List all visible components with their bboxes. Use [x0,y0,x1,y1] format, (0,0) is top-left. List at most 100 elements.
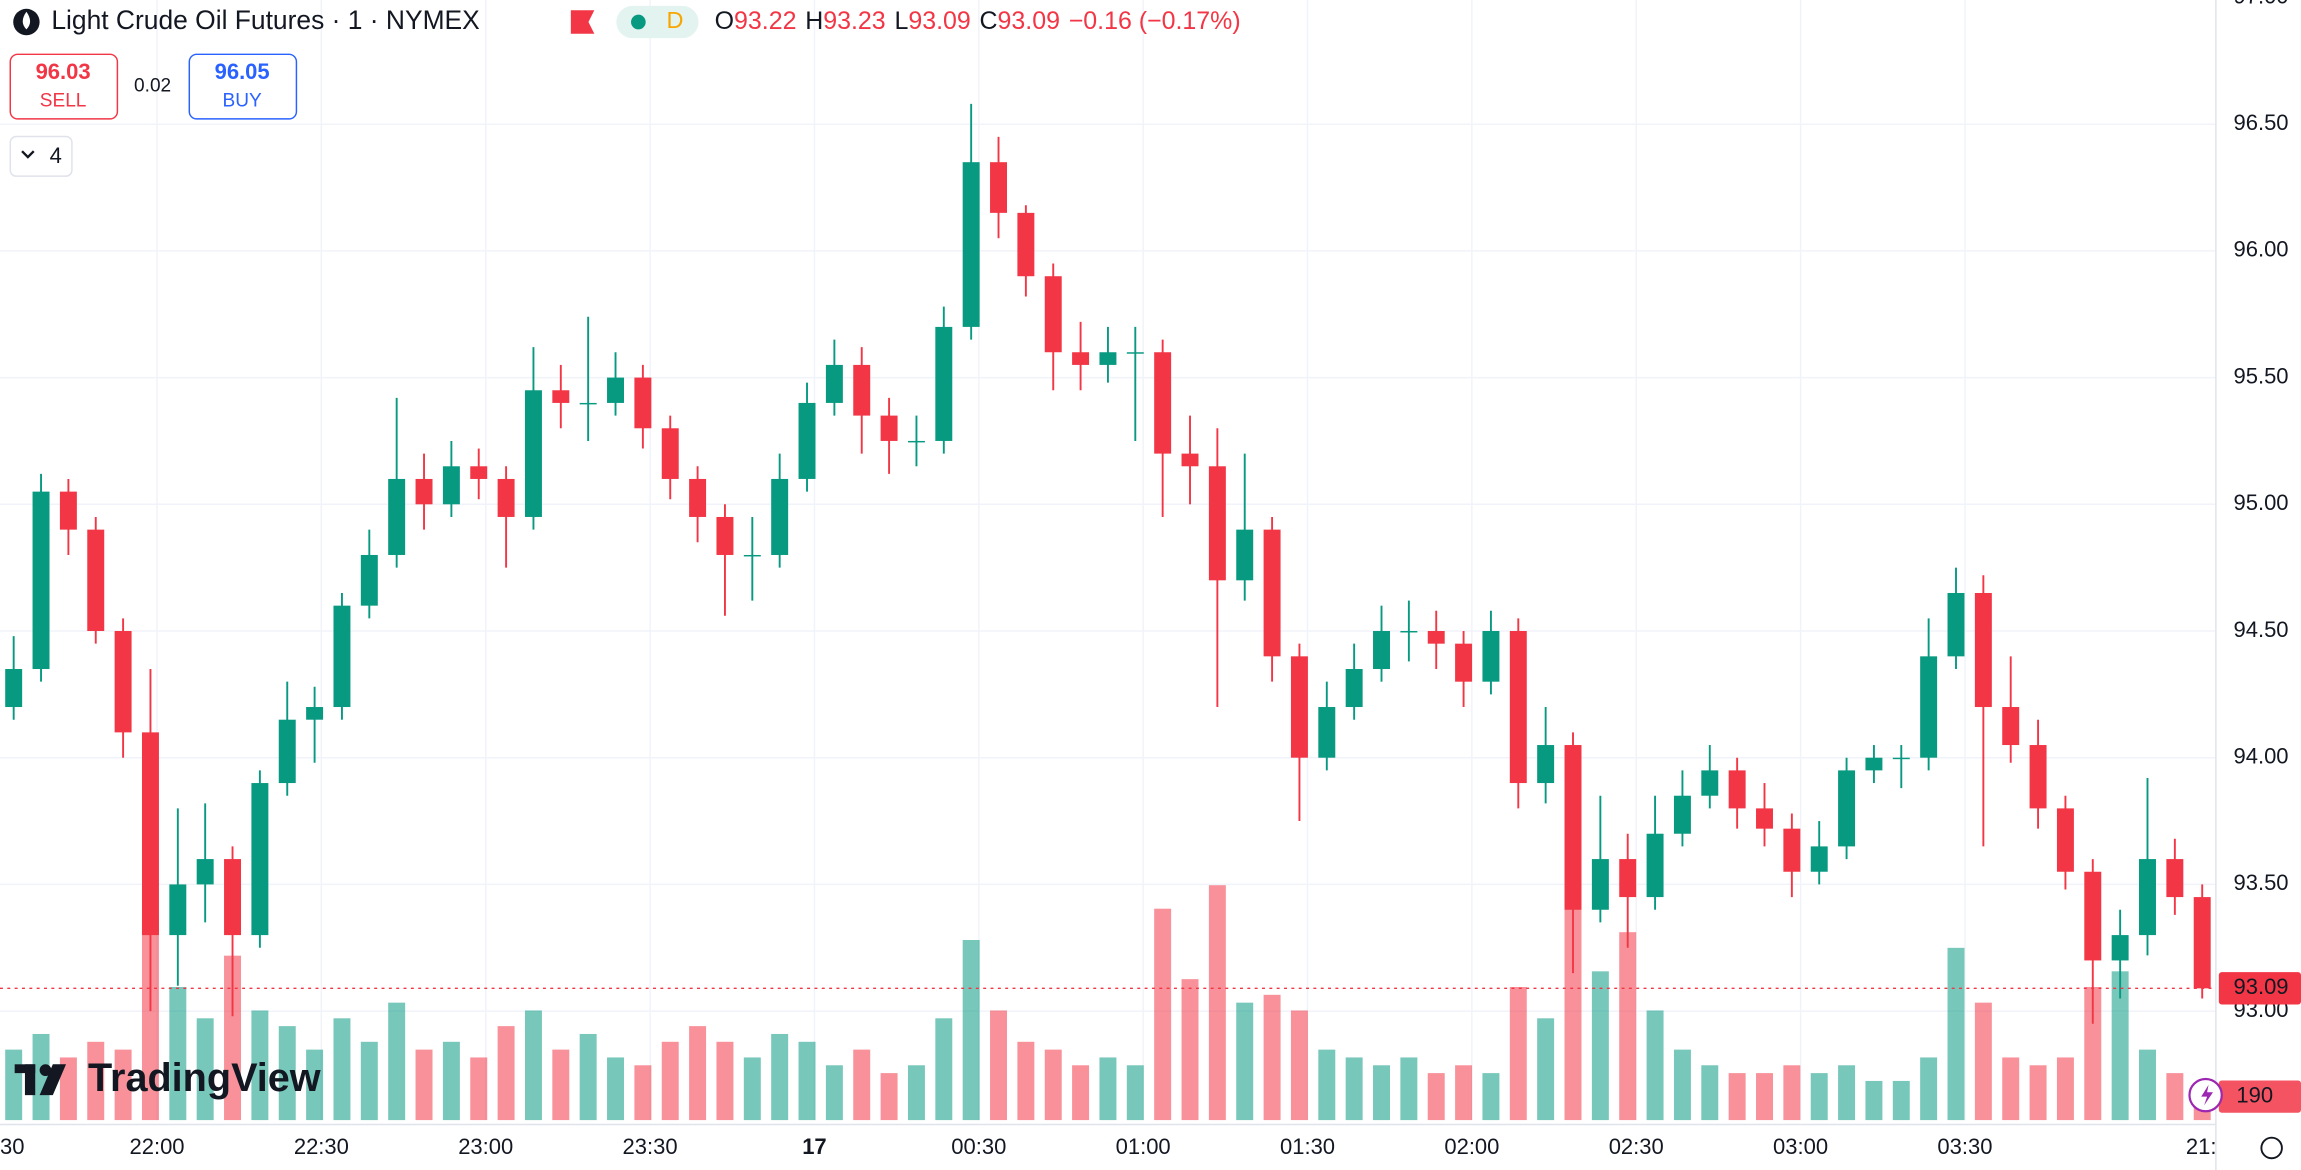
volume-pane [5,885,2211,1121]
volume-bar [990,1010,1007,1121]
volume-bar [1126,1065,1144,1121]
volume-bar [524,1010,542,1121]
candle-body [579,402,597,405]
x-tick-label: 23:30 [623,1134,678,1159]
candle-body [114,630,132,733]
candle-body [1290,656,1308,758]
volume-bar [661,1041,679,1121]
volume-bar [634,1065,652,1121]
buy-label: BUY [223,90,262,111]
status-pill[interactable] [616,5,699,39]
settings-icon[interactable] [2260,1136,2283,1160]
candle-body [1920,656,1938,758]
x-tick-label: 23:00 [458,1134,513,1159]
volume-bar [853,1049,871,1121]
ohlc-value: 93.23 [823,7,885,35]
candle-body [306,707,324,720]
volume-bar [1290,1010,1308,1121]
candle-body [87,529,105,631]
volume-bar [333,1018,351,1121]
watermark: TradingView [14,1056,321,1100]
volume-bar [1044,1049,1062,1121]
sell-button[interactable] [9,53,119,120]
candle-body [2084,871,2102,961]
spread: 0.02 [134,76,171,97]
x-tick-label: 02:00 [1444,1134,1499,1159]
candle-body [1208,466,1226,581]
indicator-count: 4 [50,143,62,168]
x-tick-label: 00:30 [951,1134,1006,1159]
volume-bar [114,1049,132,1121]
candle-body [907,440,925,443]
status-dot [631,14,646,30]
buy-button[interactable] [188,53,298,120]
candle-body [1099,352,1117,365]
candle-body [1673,795,1691,834]
x-tick-label: 30 [0,1134,24,1159]
volume-badge [2218,1080,2301,1113]
volume-bar [607,1057,625,1121]
candle-body [1701,770,1719,796]
candle-body [333,605,351,708]
candle-body [1154,352,1172,454]
flag-icon[interactable] [570,10,595,34]
volume-bar [169,986,187,1121]
volume-bar [1947,947,1965,1121]
candle-body [743,554,761,557]
chevron [21,150,35,159]
candle-body [1427,630,1445,644]
candle-body [607,377,625,403]
volume-bar [1783,1065,1801,1121]
volume-bar [470,1057,488,1121]
volume-bar [962,940,980,1121]
logo-stem [24,1064,36,1096]
candle-body [798,402,816,479]
candle-body [1126,352,1144,354]
volume-bar [5,1049,23,1121]
alert-bolt [2201,1084,2213,1106]
y-tick-label: 96.00 [2233,237,2288,262]
candle-body [2193,897,2211,989]
volume-bar [907,1065,925,1121]
volume-bar [1810,1073,1828,1121]
candle-body [1728,770,1746,809]
volume-bar [497,1026,515,1121]
volume-bar [1838,1065,1856,1121]
y-tick-label: 93.50 [2233,870,2288,895]
candle-body [5,669,23,708]
volume-bar [1646,1010,1664,1121]
x-tick-label: 03:30 [1937,1134,1992,1159]
candle-body [1455,643,1473,682]
candle-body [2166,859,2184,898]
candle-body [1892,757,1910,760]
candle-body [1974,592,1992,708]
candle-body [470,466,488,479]
indicator-toggle[interactable] [9,135,73,177]
volume-bar [1181,979,1199,1121]
x-tick-label: 22:30 [294,1134,349,1159]
candle-body [661,428,679,479]
candle-body [1044,276,1062,353]
candle-body [825,364,843,403]
x-tick-label: 21: [2186,1134,2217,1159]
grid [0,0,2216,1121]
volume-bar [196,1018,214,1121]
header: Light Crude Oil Futures · 1 · NYMEX D O9… [9,5,1241,177]
candle-body [716,516,734,555]
volume-bar [1400,1057,1418,1121]
x-tick-label: 01:00 [1116,1134,1171,1159]
volume-bar [1154,908,1172,1121]
volume-bar [1345,1057,1363,1121]
candle-body [524,390,542,517]
volume-bar [87,1041,105,1121]
volume-bar [1318,1049,1336,1121]
volume-bar [224,955,242,1121]
candle-body [1591,859,1609,910]
candle-body [2139,859,2156,936]
volume-bar [2056,1057,2074,1121]
volume-bar [1263,994,1281,1121]
volume-bar [825,1065,843,1121]
candle-body [442,466,460,505]
